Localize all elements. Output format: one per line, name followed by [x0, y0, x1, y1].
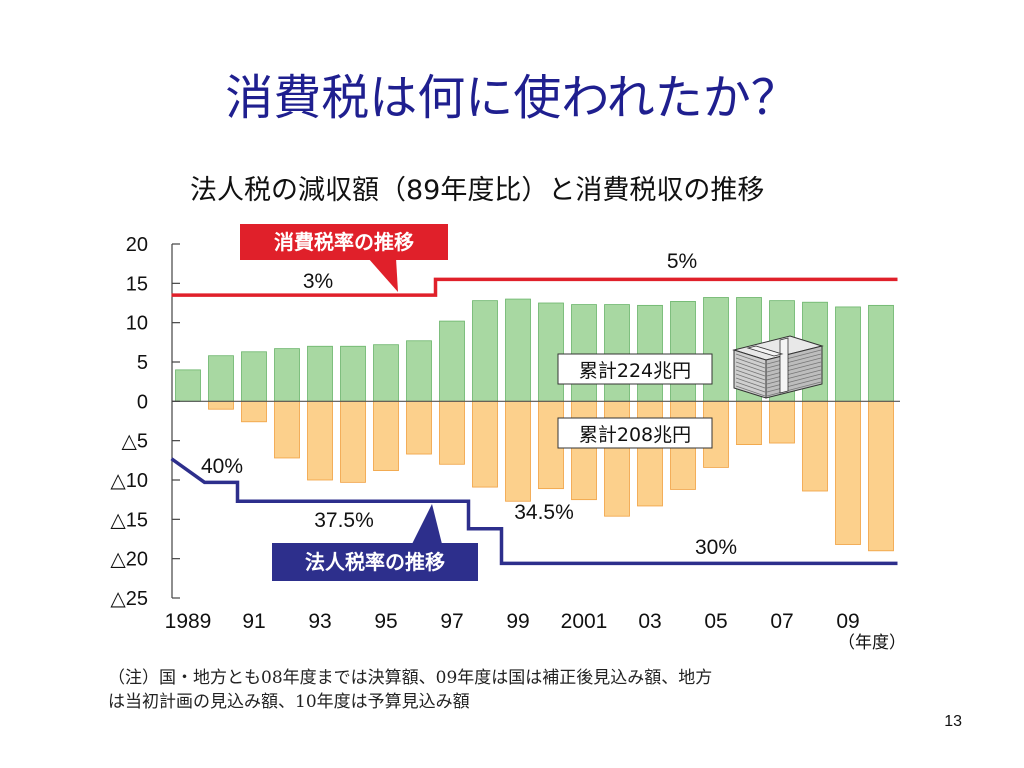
corporate-tax-reduction-bar — [241, 400, 267, 423]
footnote: （注）国・地方とも08年度までは決算額、09年度は国は補正後見込み額、地方 は当… — [108, 666, 908, 714]
consumption-tax-bar — [241, 351, 267, 402]
consumption-tax-rate-value: 5% — [667, 250, 697, 273]
consumption-tax-bar — [406, 340, 432, 402]
consumption-tax-bar — [637, 304, 663, 402]
corporate-tax-reduction-bar — [802, 400, 828, 492]
x-tick-label: 95 — [374, 610, 397, 633]
x-tick-label: 93 — [308, 610, 331, 633]
x-tick-label: 91 — [242, 610, 265, 633]
consumption-tax-bar — [307, 345, 333, 402]
corporate-rate-callout-pointer — [412, 504, 442, 544]
corporate-tax-reduction-bar — [439, 400, 465, 465]
corporate-tax-reduction-bar — [340, 400, 366, 483]
consumption-rate-callout-box — [240, 224, 448, 260]
corporate-tax-reduction-bar — [208, 400, 234, 410]
page-number: 13 — [944, 713, 962, 730]
consumption-rate-callout-pointer — [368, 258, 398, 292]
corporate-tax-reduction-bar — [736, 400, 762, 446]
consumption-tax-bar — [472, 300, 498, 402]
corporate-tax-rate-value: 37.5% — [314, 509, 374, 532]
corporate-tax-reduction-bar — [472, 400, 498, 488]
corporate-total-box — [557, 417, 713, 449]
y-tick-label: 20 — [126, 234, 148, 256]
y-tick-label: △10 — [110, 470, 148, 492]
corporate-tax-rate-value: 40% — [201, 455, 243, 478]
corporate-tax-rate-value: 34.5% — [514, 501, 574, 524]
x-tick-label: 09 — [836, 610, 859, 633]
corporate-tax-reduction-bar — [373, 400, 399, 471]
corporate-tax-rate-line — [170, 457, 898, 566]
y-tick-label: 10 — [126, 313, 148, 335]
consumption-tax-bar — [670, 301, 696, 402]
consumption-tax-bar — [175, 369, 201, 402]
corporate-tax-rate-value: 30% — [695, 536, 737, 559]
x-tick-label: 99 — [506, 610, 529, 633]
corporate-tax-reduction-bar — [571, 400, 597, 501]
y-tick-label: 5 — [137, 352, 148, 374]
consumption-tax-bar — [868, 304, 894, 402]
x-tick-label: 07 — [770, 610, 793, 633]
x-tick-label: 2001 — [561, 610, 608, 633]
corporate-tax-reduction-bar — [769, 400, 795, 444]
y-tick-label: △5 — [121, 431, 148, 453]
x-tick-label: 03 — [638, 610, 661, 633]
money-stack-icon — [732, 335, 824, 399]
consumption-total-box — [557, 353, 713, 385]
consumption-tax-bar — [604, 304, 630, 402]
y-tick-label: △20 — [110, 549, 148, 571]
consumption-tax-bar — [373, 344, 399, 402]
x-tick-label: 97 — [440, 610, 463, 633]
y-tick-label: 0 — [137, 391, 148, 413]
consumption-tax-bar — [571, 304, 597, 402]
corporate-tax-reduction-bar — [505, 400, 531, 502]
consumption-tax-bar — [208, 355, 234, 402]
slide-title: 消費税は何に使われたか？ — [225, 70, 799, 126]
consumption-tax-bar — [505, 298, 531, 402]
consumption-tax-bar — [439, 320, 465, 402]
corporate-tax-reduction-bar — [835, 400, 861, 545]
x-axis-unit-label: （年度） — [838, 633, 906, 653]
corporate-tax-reduction-bar — [868, 400, 894, 552]
x-tick-label: 1989 — [165, 610, 212, 633]
consumption-tax-bar — [340, 345, 366, 402]
corporate-tax-reduction-bar — [274, 400, 300, 459]
x-tick-label: 05 — [704, 610, 727, 633]
corporate-rate-callout-box — [272, 543, 478, 581]
consumption-rate-callout-label: 消費税率の推移 — [274, 230, 414, 254]
corporate-tax-reduction-bar — [406, 400, 432, 455]
y-tick-label: 15 — [126, 273, 148, 295]
corporate-tax-reduction-bar — [307, 400, 333, 481]
y-tick-label: △15 — [110, 509, 148, 531]
consumption-tax-bar — [538, 302, 564, 402]
corporate-tax-reduction-bar — [637, 400, 663, 507]
chart-title: 法人税の減収額（89年度比）と消費税収の推移 — [190, 175, 765, 206]
consumption-total-label: 累計224兆円 — [579, 360, 691, 382]
consumption-tax-rate-value: 3% — [303, 270, 333, 293]
corporate-total-label: 累計208兆円 — [579, 424, 691, 446]
consumption-tax-bar — [703, 297, 729, 402]
consumption-tax-bar — [835, 306, 861, 402]
consumption-tax-bar — [274, 348, 300, 402]
footnote-line-2: は当初計画の見込み額、10年度は予算見込み額 — [108, 692, 470, 712]
corporate-rate-callout-label: 法人税率の推移 — [305, 550, 445, 574]
consumption-tax-rate-line — [171, 277, 898, 297]
y-tick-label: △25 — [110, 588, 148, 610]
footnote-line-1: （注）国・地方とも08年度までは決算額、09年度は国は補正後見込み額、地方 — [108, 668, 713, 688]
